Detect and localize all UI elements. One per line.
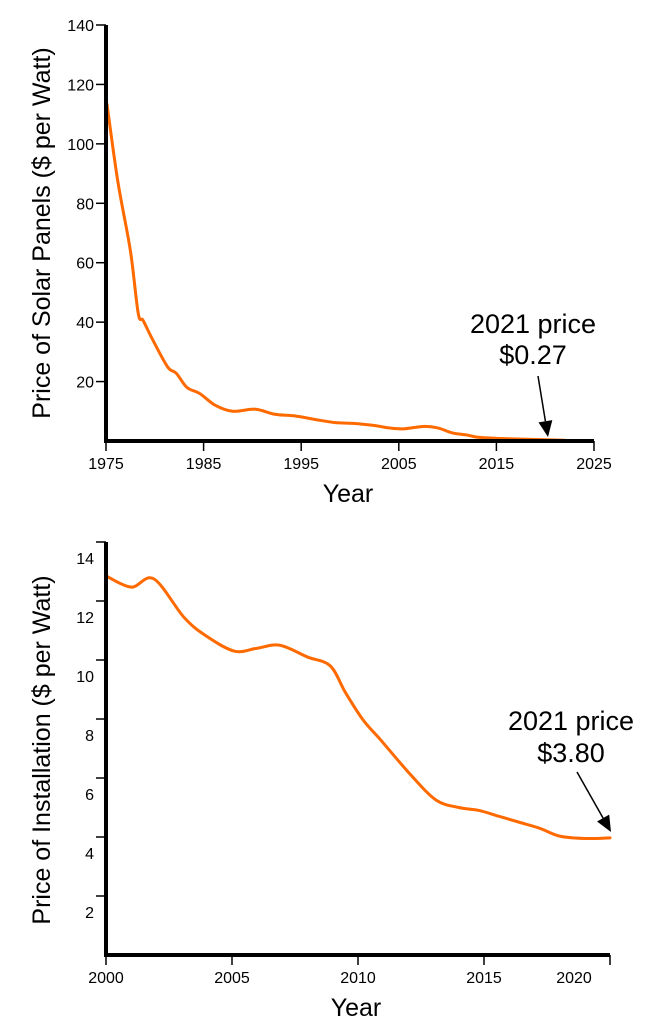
x-tick-label: 2020 (556, 970, 592, 987)
y-tick-label: 2 (85, 905, 94, 922)
y-tick-label: 20 (76, 375, 94, 392)
y-axis-title: Price of Solar Panels ($ per Watt) (28, 47, 56, 418)
y-ticks: 2 4 6 8 10 12 14 (76, 541, 106, 922)
x-axis-title: Year (331, 994, 382, 1022)
y-tick-label: 100 (67, 137, 94, 154)
y-tick-label: 60 (76, 256, 94, 273)
annotation-price-label: $3.80 (537, 738, 605, 768)
y-ticks: 20 40 60 80 100 120 140 (67, 18, 106, 392)
annotation-arrow-head (597, 814, 611, 832)
x-ticks: 2000 2005 2010 2015 2020 (88, 955, 611, 987)
x-tick-label: 2015 (466, 970, 502, 987)
y-tick-label: 8 (85, 728, 94, 745)
annotation-arrow-shaft (537, 375, 547, 422)
installation-price-chart: 2 4 6 8 10 12 14 2000 2005 2010 2015 2020 Year Pri… (28, 541, 634, 1022)
y-tick-label: 10 (76, 669, 94, 686)
x-tick-label: 2005 (381, 456, 417, 473)
x-tick-label: 1975 (88, 456, 124, 473)
y-tick-label: 40 (76, 315, 94, 332)
annotation-year-label: 2021 price (470, 309, 596, 339)
y-tick-label: 6 (85, 787, 94, 804)
x-axis-title: Year (323, 480, 374, 508)
y-tick-label: 12 (76, 610, 94, 627)
y-axis-title: Price of Installation ($ per Watt) (28, 575, 56, 924)
x-tick-label: 2010 (340, 970, 376, 987)
y-tick-label: 14 (76, 551, 94, 568)
x-tick-label: 2005 (214, 970, 250, 987)
solar-panel-price-chart: 20 40 60 80 100 120 140 1975 1985 1995 2005 2015 20… (28, 18, 612, 508)
x-tick-label: 2000 (88, 970, 124, 987)
x-tick-label: 2025 (576, 456, 612, 473)
installation-price-line (104, 574, 612, 841)
y-tick-label: 80 (76, 196, 94, 213)
x-tick-label: 1985 (186, 456, 222, 473)
annotation-arrow-head (538, 420, 553, 437)
y-tick-label: 120 (67, 77, 94, 94)
x-ticks: 1975 1985 1995 2005 2015 2025 (88, 441, 612, 473)
y-tick-label: 4 (85, 846, 94, 863)
y-tick-label: 140 (67, 18, 94, 35)
annotation-price-label: $0.27 (499, 340, 567, 370)
x-tick-label: 1995 (283, 456, 319, 473)
annotation-year-label: 2021 price (508, 706, 634, 736)
solar-panel-price-line (105, 102, 567, 442)
annotation-arrow-shaft (576, 771, 604, 819)
x-tick-label: 2015 (479, 456, 515, 473)
